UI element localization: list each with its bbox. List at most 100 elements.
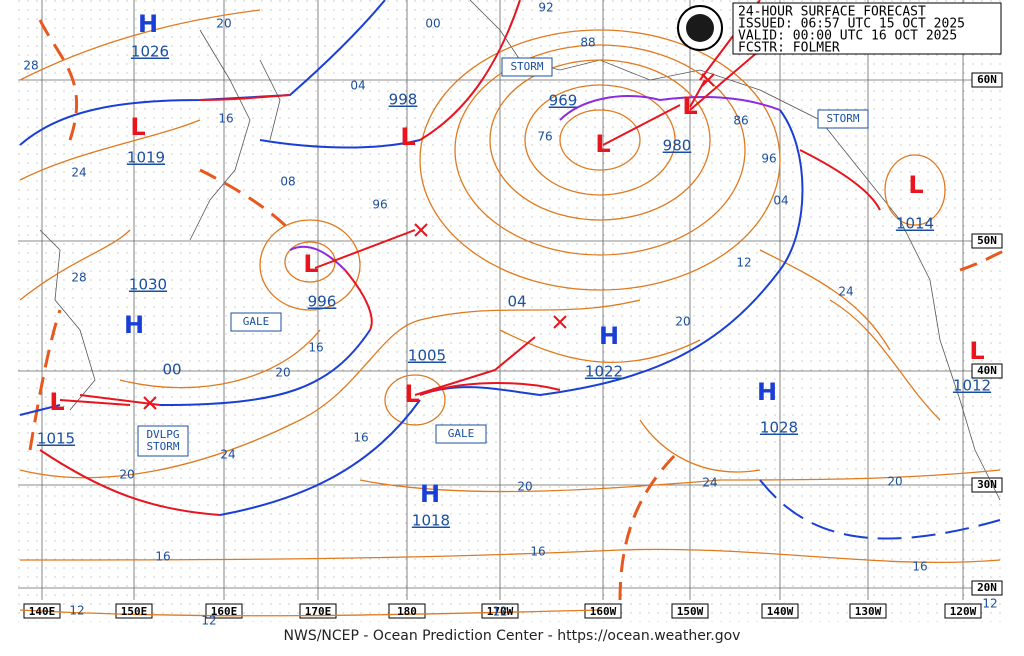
isobar-label: 12 <box>492 605 507 619</box>
lon-label: 170E <box>305 605 332 618</box>
pressure-label: 1015 <box>37 430 75 448</box>
pressure-label: 998 <box>389 91 418 109</box>
warning-label: STORM <box>510 60 543 73</box>
low-symbol: L <box>49 388 64 416</box>
isobar-label: 12 <box>69 604 84 618</box>
lon-label: 140W <box>767 605 794 618</box>
isobar-label: 24 <box>838 285 853 299</box>
isobar-label: 76 <box>537 130 552 144</box>
lon-label: 130W <box>855 605 882 618</box>
isobars <box>19 9 1001 617</box>
lat-label-box <box>971 233 1003 249</box>
warning-box <box>435 424 487 444</box>
lon-label: 170W <box>487 605 514 618</box>
isobar-label: 20 <box>517 480 532 494</box>
x-marks <box>143 73 715 410</box>
lat-label: 50N <box>977 234 997 247</box>
isobar-label: 04 <box>773 194 788 208</box>
warning-box <box>137 425 189 457</box>
isobar-label: 08 <box>280 175 295 189</box>
header-line: VALID: 00:00 UTC 16 OCT 2025 <box>738 29 957 44</box>
pressure-label: 1028 <box>760 419 798 437</box>
pressure-label: 1022 <box>585 363 623 381</box>
lon-label: 180 <box>397 605 417 618</box>
isobar-label: 16 <box>218 112 233 126</box>
lon-label: 120W <box>950 605 977 618</box>
isobar-label: 20 <box>675 315 690 329</box>
header-line: FCSTR: FOLMER <box>738 41 840 56</box>
lon-label-box <box>299 603 337 619</box>
lon-label-box <box>205 603 243 619</box>
lon-label-box <box>944 603 982 619</box>
pressure-label: 1018 <box>412 512 450 530</box>
isobar-label: 12 <box>982 597 997 611</box>
isobar-label: 28 <box>23 59 38 73</box>
lon-label: 140E <box>29 605 56 618</box>
isobar-label: 00 <box>162 361 181 379</box>
low-symbol: L <box>595 130 610 158</box>
header-box <box>732 2 1002 55</box>
header-line: 24-HOUR SURFACE FORECAST <box>738 5 926 20</box>
high-symbol: H <box>420 480 440 508</box>
isobar-label: 16 <box>308 341 323 355</box>
lon-label-box <box>849 603 887 619</box>
pressure-label: 1005 <box>408 347 446 365</box>
isobar-label: 96 <box>761 152 776 166</box>
low-symbol: L <box>969 337 984 365</box>
isobar-label: 88 <box>580 36 595 50</box>
lon-label: 160W <box>590 605 617 618</box>
high-symbol: H <box>124 311 144 339</box>
low-symbol: L <box>908 171 923 199</box>
header-line: ISSUED: 06:57 UTC 15 OCT 2025 <box>738 17 965 32</box>
low-symbol: L <box>682 92 697 120</box>
isobar-label: 12 <box>201 614 216 628</box>
pressure-label: 1026 <box>131 43 169 61</box>
lat-label-box <box>971 580 1003 596</box>
footer: NWS/NCEP - Ocean Prediction Center - htt… <box>284 628 741 644</box>
isobar-label: 96 <box>372 198 387 212</box>
isobar-label: 04 <box>350 79 365 93</box>
pressure-label: 969 <box>549 92 578 110</box>
isobar-label: 12 <box>736 256 751 270</box>
isobar-label: 24 <box>702 476 717 490</box>
isobar-label: 16 <box>530 545 545 559</box>
lat-label: 40N <box>977 364 997 377</box>
pressure-label: 1012 <box>953 377 991 395</box>
pressure-label: 980 <box>663 137 692 155</box>
warning-box <box>230 312 282 332</box>
pressure-label: 1014 <box>896 215 934 233</box>
lat-label: 30N <box>977 478 997 491</box>
low-symbol: L <box>303 250 318 278</box>
pressure-label: 996 <box>308 293 337 311</box>
warning-box <box>501 57 553 77</box>
isobar-label: 24 <box>220 448 235 462</box>
isobar-label: 16 <box>912 560 927 574</box>
isobar-label: 20 <box>275 366 290 380</box>
isobar-label: 20 <box>119 468 134 482</box>
lon-label-box <box>481 603 519 619</box>
lon-label: 160E <box>211 605 238 618</box>
isobar-label: 16 <box>353 431 368 445</box>
isobar-label: 86 <box>733 114 748 128</box>
isobar-label: 92 <box>538 1 553 15</box>
warning-label: GALE <box>448 427 475 440</box>
isobar-label: 20 <box>887 475 902 489</box>
high-symbol: H <box>599 322 619 350</box>
fronts <box>19 0 1001 540</box>
high-symbol: H <box>138 10 158 38</box>
lon-label: 150W <box>677 605 704 618</box>
lon-label: 150E <box>121 605 148 618</box>
warning-label: GALE <box>243 315 270 328</box>
isobar-label: 16 <box>155 550 170 564</box>
low-symbol: L <box>130 113 145 141</box>
lon-label-box <box>671 603 709 619</box>
pressure-label: 1019 <box>127 149 165 167</box>
lat-label-box <box>971 363 1003 379</box>
lat-label-box <box>971 72 1003 88</box>
map-background <box>18 0 1002 622</box>
lon-label-box <box>761 603 799 619</box>
isobar-label: 04 <box>507 293 526 311</box>
